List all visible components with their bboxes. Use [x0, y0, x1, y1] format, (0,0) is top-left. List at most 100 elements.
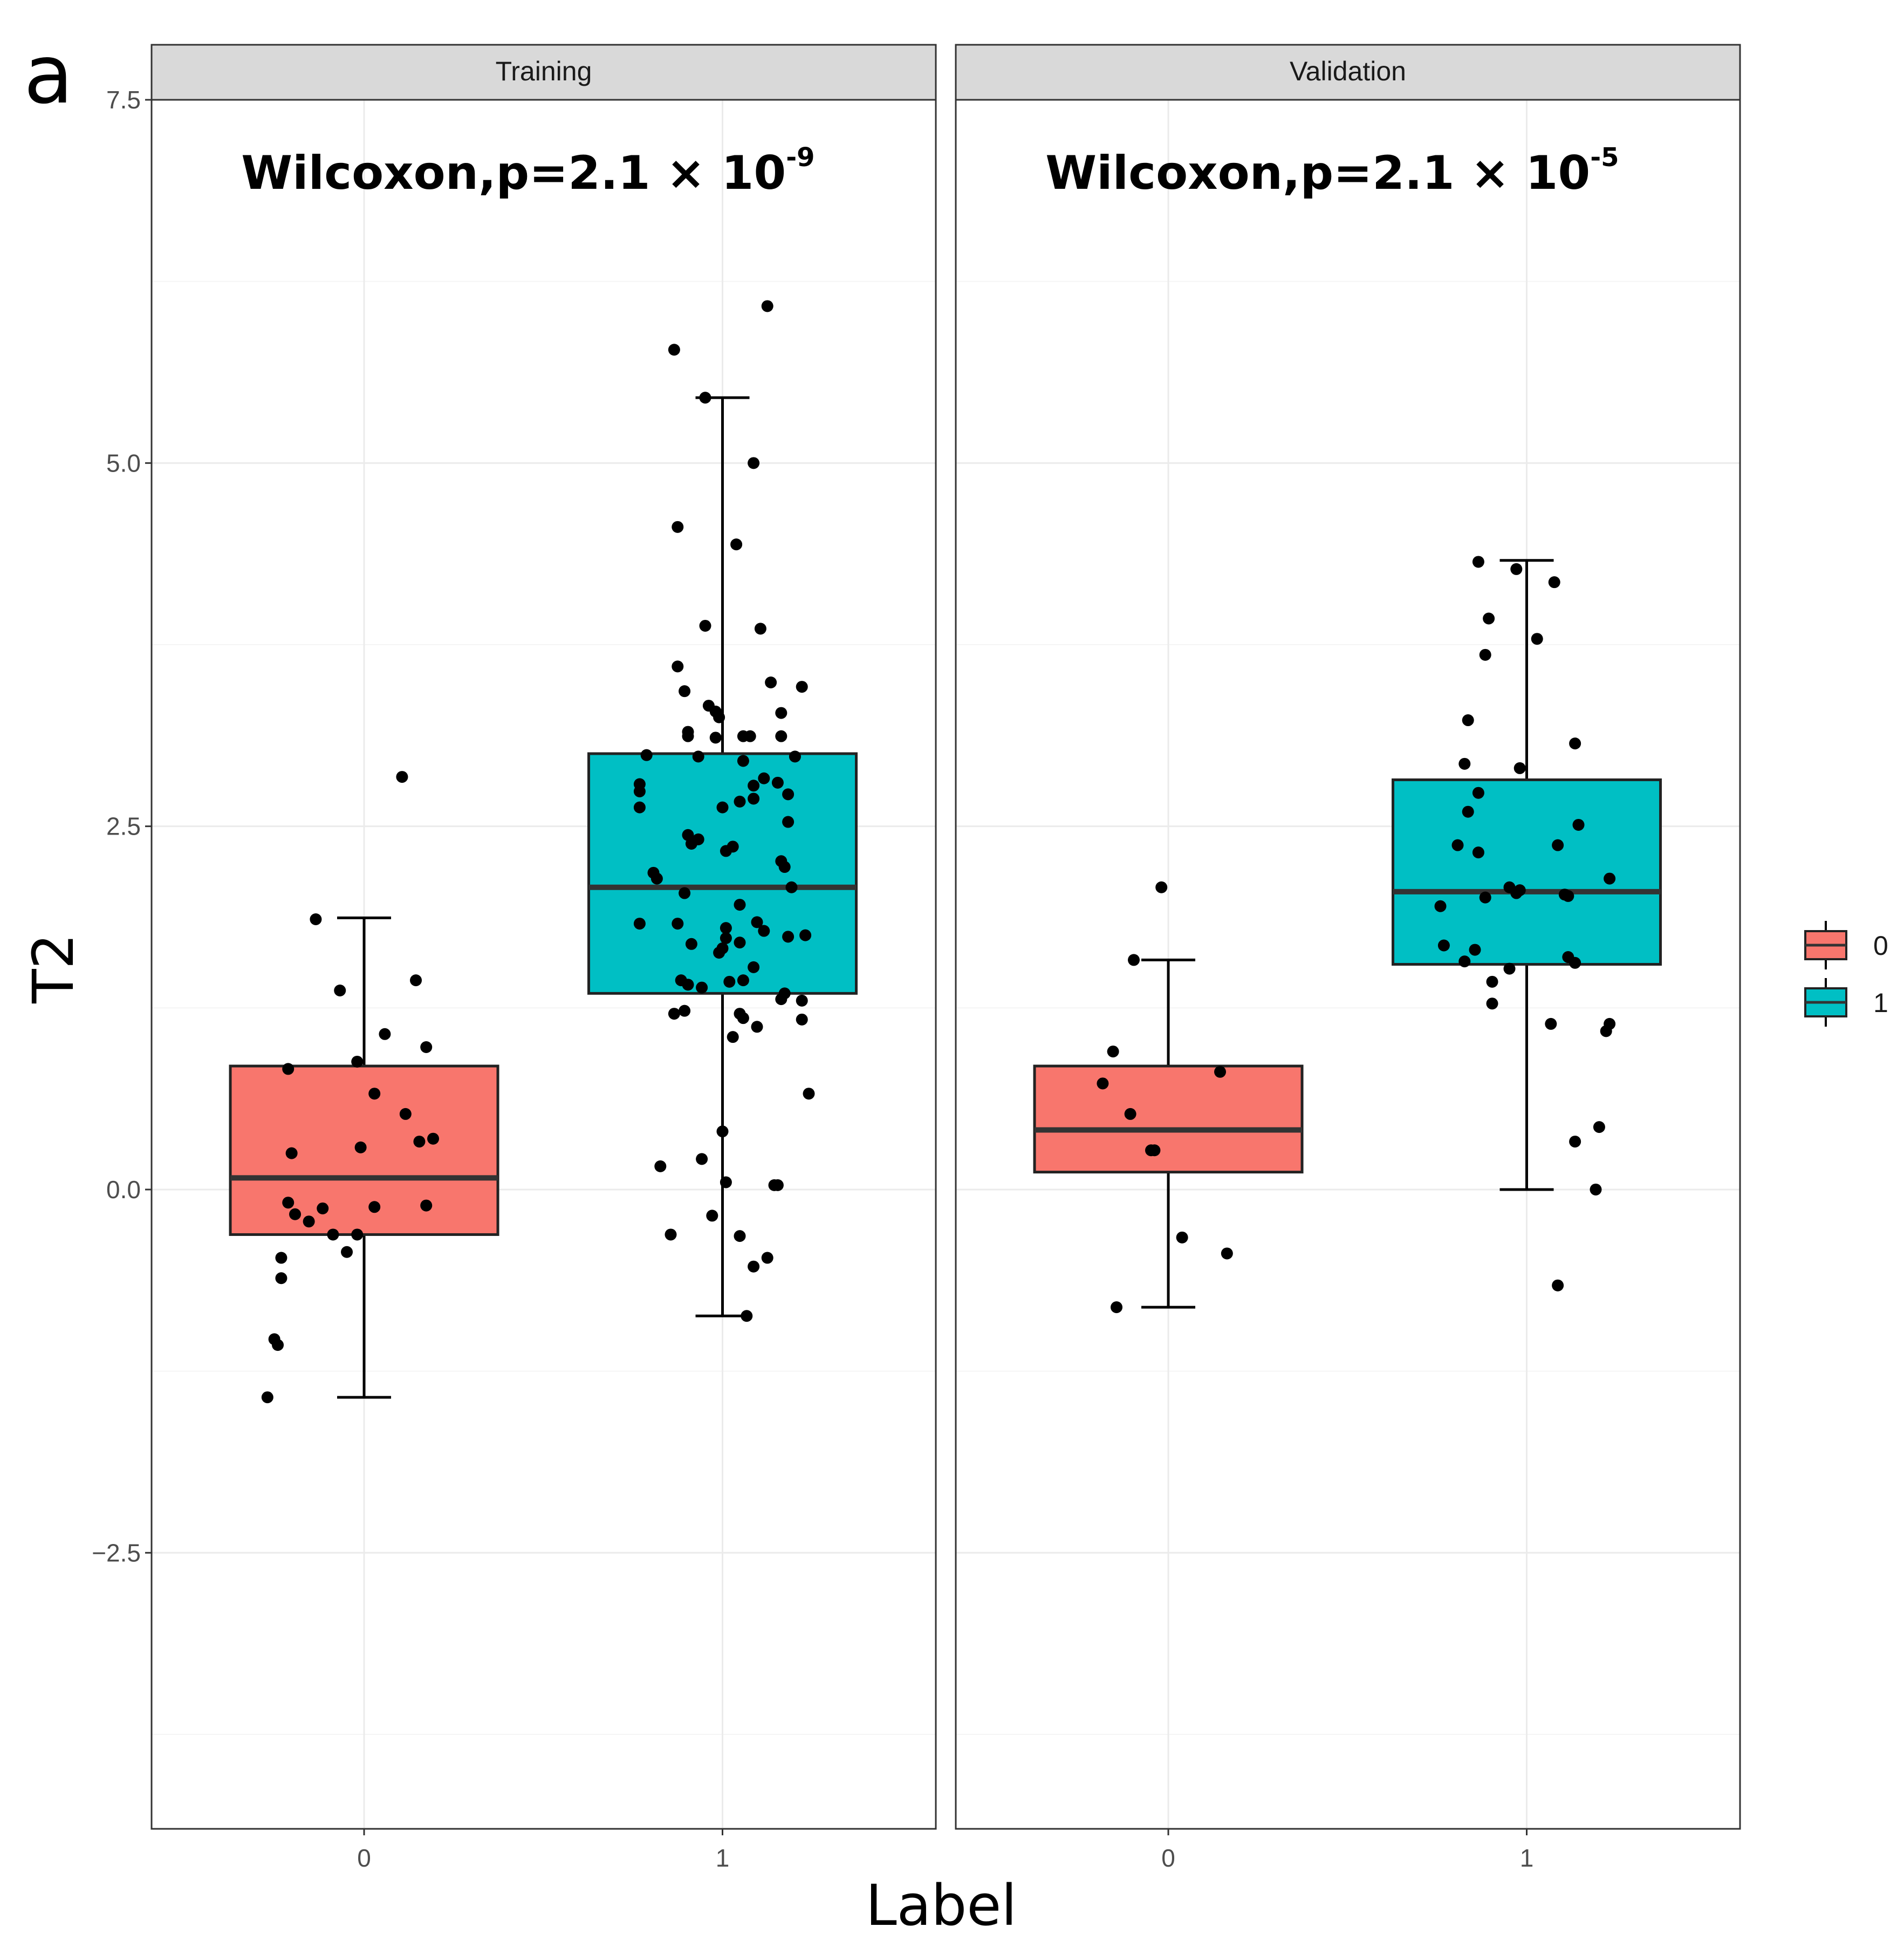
y-tick-label: 0.0 [106, 1176, 141, 1204]
data-point [1590, 1183, 1602, 1195]
data-point [737, 755, 749, 767]
data-point [748, 961, 760, 973]
facet-validation: Validation Wilcoxon,p=2.1 × 10-5 0 1 [955, 44, 1741, 1872]
data-point [679, 1005, 691, 1017]
data-point [282, 1197, 294, 1209]
data-point [1437, 939, 1450, 952]
data-point [1593, 1121, 1605, 1133]
data-point [778, 861, 791, 873]
legend-label: 0 [1873, 931, 1888, 961]
data-point [420, 1041, 433, 1054]
data-point [427, 1132, 440, 1145]
data-point [310, 913, 322, 926]
data-point [1176, 1231, 1188, 1244]
data-point [782, 816, 795, 828]
data-point [713, 711, 725, 723]
data-point [379, 1028, 391, 1040]
data-point [696, 981, 708, 994]
x-tick-label: 1 [716, 1844, 730, 1872]
data-point [303, 1215, 315, 1228]
data-point [665, 1228, 677, 1241]
data-point [351, 1055, 364, 1068]
x-tick-label: 1 [1520, 1844, 1534, 1872]
wilcoxon-annotation: Wilcoxon,p=2.1 × 10-9 [241, 142, 814, 200]
data-point [275, 1272, 287, 1285]
data-point [640, 749, 653, 761]
data-point [1451, 839, 1464, 851]
jitter-points [261, 771, 440, 1404]
data-point [754, 623, 766, 635]
data-point [420, 1199, 433, 1212]
box-iqr [1033, 1064, 1304, 1174]
facet-strip [955, 44, 1741, 101]
panel-border [150, 99, 937, 1830]
y-tick-label: 7.5 [106, 86, 141, 114]
data-point [696, 1153, 708, 1165]
data-point [672, 521, 684, 533]
data-point [633, 918, 646, 930]
data-point [654, 1160, 667, 1172]
data-point [1572, 818, 1585, 831]
data-point [399, 1108, 412, 1120]
data-point [285, 1147, 298, 1159]
y-axis: 7.5 5.0 2.5 0.0 −2.5 [92, 86, 152, 1567]
legend-key-1 [1804, 978, 1847, 1027]
data-point [1552, 1279, 1564, 1292]
data-point [1600, 1025, 1612, 1037]
y-axis-title: T2 [20, 933, 86, 1004]
data-point [720, 1176, 732, 1188]
data-point [1124, 1108, 1136, 1120]
data-point [413, 1136, 426, 1148]
data-point [1545, 1017, 1557, 1030]
data-point [633, 785, 646, 797]
box-group-1 [1392, 556, 1662, 1292]
panel-letter: a [24, 28, 73, 122]
data-point [720, 922, 732, 934]
data-point [796, 1013, 808, 1026]
data-point [1469, 944, 1481, 956]
data-point [633, 801, 646, 814]
data-point [748, 792, 760, 805]
x-tick-label: 0 [357, 1844, 371, 1872]
data-point [723, 975, 736, 988]
data-point [1458, 955, 1471, 968]
data-point [709, 732, 722, 744]
data-point [650, 872, 663, 885]
data-point [775, 730, 787, 742]
data-point [410, 974, 422, 987]
data-point [679, 685, 691, 698]
legend: 01 [1804, 921, 1888, 1027]
data-point [751, 1021, 763, 1033]
data-point [668, 344, 680, 356]
data-point [765, 677, 777, 689]
data-point [799, 929, 812, 941]
data-point [317, 1202, 329, 1214]
y-tick-label: 5.0 [106, 449, 141, 477]
data-point [1472, 846, 1484, 859]
facet-strip-label: Training [496, 56, 592, 86]
data-point [692, 750, 704, 763]
data-point [716, 1125, 729, 1138]
data-point [1472, 787, 1484, 799]
box-group-1 [587, 300, 858, 1322]
data-point [682, 979, 694, 991]
data-point [1128, 954, 1140, 966]
data-point [1503, 962, 1516, 975]
data-point [1462, 714, 1474, 727]
data-point [351, 1228, 364, 1241]
y-tick-label: −2.5 [92, 1539, 141, 1567]
data-point [741, 1310, 753, 1322]
data-point [771, 776, 784, 789]
data-point [785, 881, 798, 893]
data-point [275, 1252, 287, 1264]
data-point [682, 730, 694, 742]
facet-strip [150, 44, 937, 101]
data-point [727, 1031, 739, 1043]
data-point [341, 1246, 353, 1258]
data-point [1221, 1247, 1233, 1260]
y-tick-label: 2.5 [106, 812, 141, 841]
data-point [672, 918, 684, 930]
jitter-points [1097, 881, 1233, 1314]
data-point [748, 457, 760, 469]
